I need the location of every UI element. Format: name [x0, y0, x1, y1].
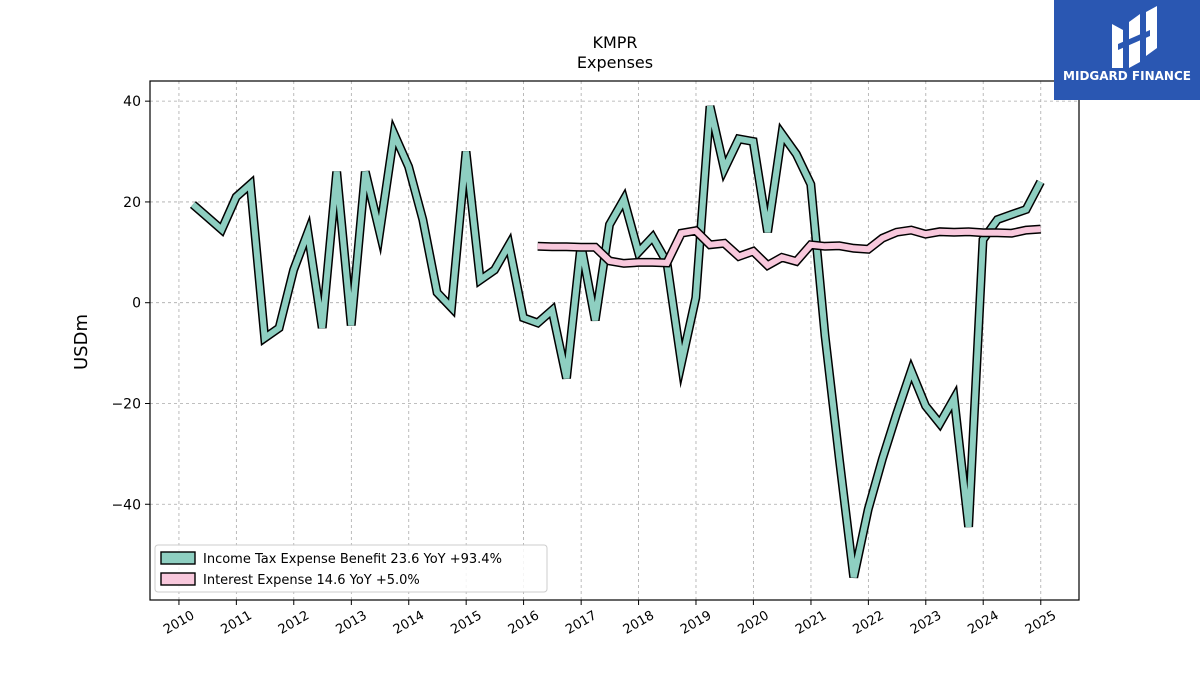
x-tick-label: 2021: [793, 608, 829, 638]
x-tick-label: 2022: [851, 608, 887, 638]
brand-mark-icon: [1112, 6, 1157, 68]
legend-swatch-interest-expense: [160, 572, 196, 586]
brand-logo: MIDGARD FINANCE: [1054, 0, 1200, 100]
x-tick-label: 2010: [161, 608, 197, 638]
legend-box: [154, 544, 548, 593]
y-tick-label: −40: [111, 497, 141, 513]
y-axis-label: USDm: [71, 314, 92, 370]
series-outline-income-tax-expense-benefit: [189, 105, 1045, 579]
grid-lines: [150, 81, 1079, 600]
y-tick-label: 40: [123, 94, 141, 110]
legend-label-income-tax: Income Tax Expense Benefit 23.6 YoY +93.…: [203, 552, 502, 567]
y-tick-label: 20: [123, 195, 141, 211]
legend-label-interest-expense: Interest Expense 14.6 YoY +5.0%: [203, 573, 420, 588]
x-tick-label: 2016: [506, 608, 542, 638]
x-tick-label: 2020: [736, 608, 772, 638]
brand-name: MIDGARD FINANCE: [1063, 69, 1191, 83]
y-tick-label: −20: [111, 396, 141, 412]
x-tick-label: 2015: [448, 608, 484, 638]
chart-subtitle: Expenses: [577, 53, 653, 72]
x-tick-label: 2023: [908, 608, 944, 638]
series-income-tax-expense-benefit: [189, 105, 1045, 579]
legend: Income Tax Expense Benefit 23.6 YoY +93.…: [154, 544, 548, 593]
x-tick-label: 2017: [563, 608, 599, 638]
x-axis-ticks: 2010 2011 2012 2013 2014 2015 2016 2017 2018 2019…: [161, 600, 1059, 638]
series-line-income-tax-expense-benefit: [190, 105, 1044, 578]
y-tick-label: 0: [132, 296, 141, 312]
series-layer: [189, 105, 1045, 579]
plot-frame: [149, 80, 1080, 601]
x-tick-label: 2013: [334, 608, 370, 638]
x-tick-label: 2018: [621, 608, 657, 638]
x-tick-label: 2012: [276, 608, 312, 638]
x-tick-label: 2025: [1023, 608, 1059, 638]
series-line-interest-expense: [537, 226, 1041, 270]
legend-swatch-income-tax: [160, 551, 196, 565]
series-interest-expense: [537, 224, 1041, 271]
x-tick-label: 2019: [678, 608, 714, 638]
x-tick-label: 2014: [391, 608, 427, 638]
x-tick-label: 2024: [965, 608, 1001, 638]
y-axis-ticks: 40 20 0 −20 −40: [111, 94, 150, 513]
chart-title: KMPR: [592, 33, 637, 52]
x-tick-label: 2011: [219, 608, 255, 638]
